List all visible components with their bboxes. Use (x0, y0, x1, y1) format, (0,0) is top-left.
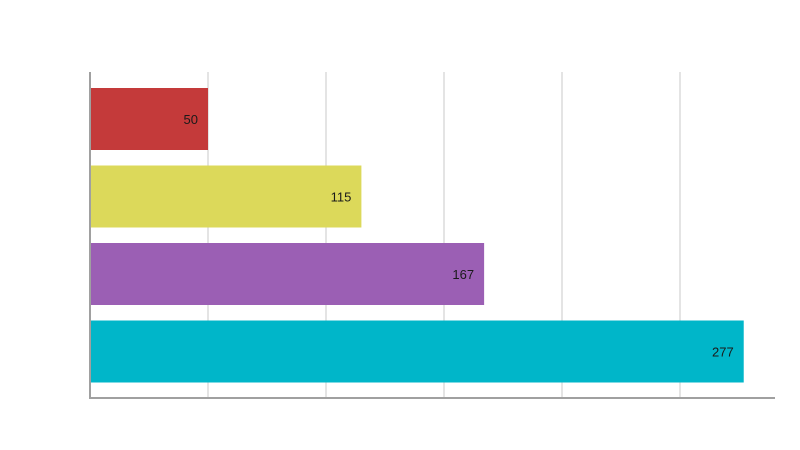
data-label-2: 115 (331, 190, 352, 205)
bars (90, 88, 744, 383)
data-label-3: 167 (452, 267, 474, 282)
data-labels: 50 115 167 277 (184, 112, 734, 360)
bar-1 (90, 88, 208, 150)
bar-3 (90, 243, 485, 305)
axes (89, 72, 775, 399)
bar-2 (90, 165, 362, 228)
data-label-1: 50 (184, 112, 198, 127)
data-label-4: 277 (712, 345, 734, 360)
bar-4 (90, 320, 744, 383)
